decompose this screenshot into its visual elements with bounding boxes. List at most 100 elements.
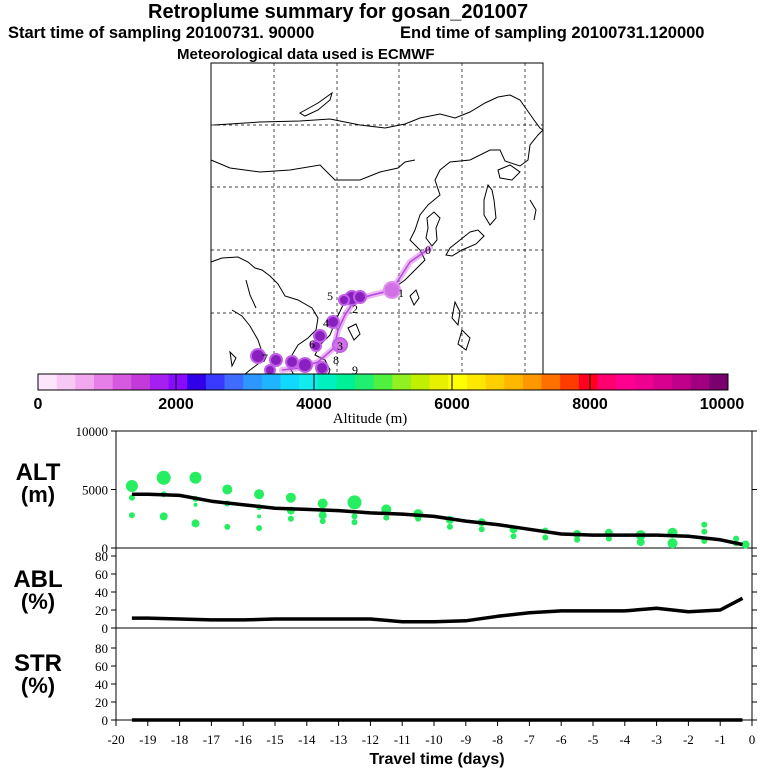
alt-scatter-point-13 xyxy=(254,489,265,500)
xtick-label--6: -6 xyxy=(556,732,567,747)
alt-scatter-point-41 xyxy=(605,535,612,542)
xtick-label--10: -10 xyxy=(425,732,442,747)
plume-time-markers: 0 1 2 3 4 5 6 7 8 9 xyxy=(262,243,431,377)
colorbar-cell-4 xyxy=(112,374,132,390)
colorbar-tick-2000: 2000 xyxy=(158,396,194,413)
xtick-label--2: -2 xyxy=(683,732,694,747)
alt-scatter-point-15 xyxy=(257,514,262,519)
abl-ytick-label-60: 60 xyxy=(95,567,108,582)
colorbar-tick-0: 0 xyxy=(34,396,43,413)
colorbar-cell-5 xyxy=(131,374,151,390)
colorbar-cell-7 xyxy=(168,374,188,390)
colorbar-frame xyxy=(37,373,729,391)
colorbar-cell-15 xyxy=(317,374,337,390)
alt-scatter-point-19 xyxy=(287,515,294,522)
alt-series-line xyxy=(131,492,743,547)
time-marker-7: 7 xyxy=(262,351,268,365)
alt-scatter-point-27 xyxy=(383,514,390,521)
colorbar-tick-4000: 4000 xyxy=(296,396,332,413)
abl-ytick-label-20: 20 xyxy=(95,603,108,618)
alt-scatter-point-47 xyxy=(701,528,708,535)
alt-scatter-point-46 xyxy=(701,521,708,528)
xtick-label--13: -13 xyxy=(330,732,347,747)
xtick-label-0: 0 xyxy=(749,732,756,747)
alt-panel-unit: (m) xyxy=(21,482,55,507)
xtick-label--15: -15 xyxy=(266,732,283,747)
colorbar-cell-9 xyxy=(205,374,225,390)
colorbar-cell-27 xyxy=(541,374,561,390)
str-ytick-label-20: 20 xyxy=(95,695,108,710)
xtick-label--12: -12 xyxy=(362,732,379,747)
colorbar-cell-21 xyxy=(429,374,449,390)
plume-clusters xyxy=(250,281,401,376)
alt-scatter-point-37 xyxy=(542,534,549,541)
time-marker-5: 5 xyxy=(327,289,333,303)
alt-scatter-point-33 xyxy=(478,526,485,533)
alt-scatter-point-6 xyxy=(189,471,202,484)
x-axis-label: Travel time (days) xyxy=(369,751,504,768)
str-panel-unit: (%) xyxy=(21,673,55,698)
xtick-label--3: -3 xyxy=(651,732,662,747)
alt-scatter-point-3 xyxy=(156,470,171,485)
xtick-label--8: -8 xyxy=(492,732,503,747)
colorbar-cell-0 xyxy=(38,374,58,390)
xtick-label--7: -7 xyxy=(524,732,535,747)
colorbar-cell-6 xyxy=(149,374,169,390)
colorbar-cell-36 xyxy=(709,374,729,390)
colorbar-cell-19 xyxy=(392,374,412,390)
alt-panel-label: ALT xyxy=(16,459,61,486)
xtick-label--1: -1 xyxy=(715,732,726,747)
colorbar-cell-31 xyxy=(616,374,636,390)
time-marker-9: 9 xyxy=(352,363,358,377)
str-ytick-label-60: 60 xyxy=(95,659,108,674)
str-ytick-label-80: 80 xyxy=(95,641,108,656)
colorbar-cell-8 xyxy=(187,374,207,390)
time-marker-3: 3 xyxy=(337,339,343,353)
colorbar-cell-3 xyxy=(93,374,113,390)
altitude-colorbar: 0 2000 4000 6000 8000 10000 Altitude (m) xyxy=(34,373,744,427)
start-time-label: Start time of sampling 20100731. 90000 xyxy=(8,24,315,42)
colorbar-cell-24 xyxy=(485,374,505,390)
alt-scatter-point-49 xyxy=(733,535,740,542)
alt-scatter-point-12 xyxy=(224,523,231,530)
plume-trajectory: 0 1 2 3 4 5 6 7 8 9 xyxy=(250,243,433,377)
alt-ytick-label-0: 0 xyxy=(102,541,109,556)
colorbar-tick-8000: 8000 xyxy=(572,396,608,413)
colorbar-cell-20 xyxy=(410,374,431,390)
xtick-label--4: -4 xyxy=(619,732,630,747)
abl-ytick-label-0: 0 xyxy=(102,621,109,636)
alt-scatter-point-39 xyxy=(574,536,581,543)
colorbar-cell-26 xyxy=(522,374,542,390)
alt-scatter-point-0 xyxy=(125,480,138,492)
time-marker-4: 4 xyxy=(323,316,329,330)
time-series-panels xyxy=(115,430,753,721)
alt-scatter-point-31 xyxy=(446,523,453,530)
alt-scatter-point-21 xyxy=(318,511,327,520)
colorbar-cell-1 xyxy=(56,374,76,390)
figure-title: Retroplume summary for gosan_201007 xyxy=(148,1,529,23)
str-panel-label: STR xyxy=(14,650,62,677)
alt-scatter-point-43 xyxy=(636,538,645,547)
xtick-label--20: -20 xyxy=(107,732,124,747)
colorbar-tick-6000: 6000 xyxy=(434,396,470,413)
xtick-label--19: -19 xyxy=(139,732,156,747)
alt-scatter-point-25 xyxy=(351,519,358,526)
abl-series-line xyxy=(131,596,744,624)
colorbar-cell-10 xyxy=(224,374,244,390)
colorbar-cell-32 xyxy=(634,374,654,390)
colorbar-cell-23 xyxy=(466,374,486,390)
str-ytick-label-0: 0 xyxy=(102,713,109,728)
alt-scatter-point-23 xyxy=(347,495,362,510)
alt-scatter-point-29 xyxy=(415,515,422,522)
alt-scatter-point-5 xyxy=(159,512,168,521)
alt-scatter-point-17 xyxy=(285,492,296,503)
alt-scatter-point-20 xyxy=(317,498,328,509)
map-graticule xyxy=(211,63,543,375)
xtick-label--18: -18 xyxy=(171,732,188,747)
colorbar-cell-22 xyxy=(448,374,468,390)
time-marker-8: 8 xyxy=(333,353,339,367)
colorbar-cell-13 xyxy=(280,374,300,390)
colorbar-cell-16 xyxy=(336,374,356,390)
